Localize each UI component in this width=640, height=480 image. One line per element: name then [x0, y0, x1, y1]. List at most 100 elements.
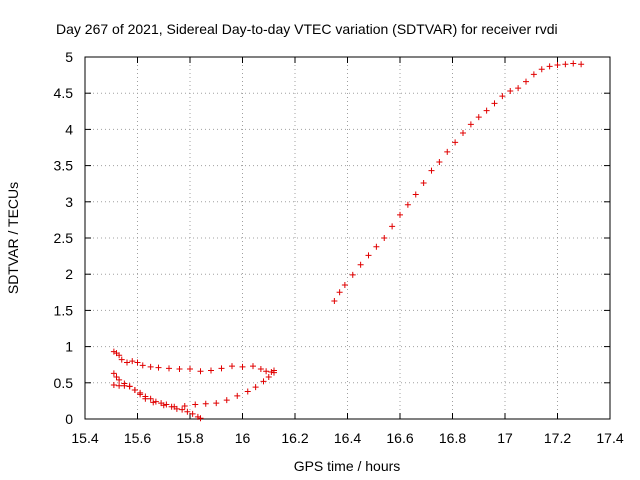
data-point	[223, 397, 230, 404]
x-tick-label: 15.6	[124, 430, 151, 446]
data-point	[187, 366, 193, 373]
data-point	[349, 271, 356, 278]
series-arc-upper	[110, 348, 277, 375]
data-point	[263, 368, 270, 375]
x-tick-label: 17.4	[596, 430, 623, 446]
data-point	[181, 402, 188, 409]
y-tick-label: 2.5	[54, 230, 74, 246]
data-point	[158, 400, 165, 407]
y-tick-label: 0	[65, 411, 73, 427]
data-point	[134, 359, 141, 366]
y-tick-label: 3.5	[54, 158, 74, 174]
data-point	[467, 121, 474, 128]
series-arc-bottom	[110, 381, 204, 422]
data-point	[515, 85, 522, 92]
data-point	[150, 399, 157, 406]
data-point	[118, 356, 125, 363]
x-tick-label: 15.4	[71, 430, 98, 446]
axis-ticks: 15.4 15.6 15.8 16 16.2 16.4 16.6 16.8 17 17.2 17.4…	[54, 49, 624, 446]
data-point	[530, 71, 537, 78]
data-point	[147, 395, 154, 402]
data-point	[208, 367, 214, 374]
data-point	[110, 348, 117, 355]
data-point	[139, 362, 146, 369]
data-point	[491, 100, 498, 107]
data-point	[163, 401, 170, 408]
data-point	[126, 383, 133, 390]
data-point	[373, 243, 380, 250]
data-point	[331, 297, 338, 304]
data-point	[436, 158, 443, 165]
x-axis-label: GPS time / hours	[294, 458, 401, 474]
data-point	[129, 358, 136, 365]
data-point	[523, 78, 529, 85]
data-point	[166, 365, 172, 372]
data-point	[179, 406, 186, 413]
x-tick-label: 16	[235, 430, 251, 446]
data-point	[389, 223, 396, 230]
x-tick-label: 17	[497, 430, 513, 446]
data-point	[234, 392, 241, 399]
data-point	[192, 401, 199, 408]
data-point	[116, 352, 123, 359]
data-point	[213, 400, 220, 407]
data-point	[116, 382, 123, 389]
x-tick-label: 15.8	[176, 430, 203, 446]
data-point	[152, 398, 159, 405]
data-point	[137, 389, 144, 396]
data-point	[202, 400, 209, 407]
data-point	[452, 139, 459, 146]
data-point	[244, 388, 251, 395]
x-tick-label: 17.2	[544, 430, 571, 446]
data-point	[475, 114, 482, 121]
data-point	[538, 66, 545, 73]
chart-title: Day 267 of 2021, Sidereal Day-to-day VTE…	[56, 21, 558, 37]
data-point	[229, 363, 235, 370]
data-point	[265, 374, 272, 381]
data-point	[121, 382, 128, 389]
y-tick-label: 4	[65, 121, 73, 137]
data-point	[341, 282, 348, 289]
data-point	[147, 363, 154, 370]
y-tick-label: 3	[65, 194, 73, 210]
data-point	[250, 363, 256, 370]
x-tick-label: 16.2	[281, 430, 308, 446]
data-point	[239, 363, 246, 370]
data-point	[113, 374, 120, 381]
x-tick-label: 16.6	[386, 430, 413, 446]
data-point	[412, 191, 419, 198]
grid	[85, 57, 610, 419]
y-tick-label: 0.5	[54, 375, 74, 391]
data-point	[168, 403, 175, 410]
data-point	[428, 167, 435, 174]
data-point	[194, 413, 201, 420]
data-point	[252, 384, 259, 391]
y-tick-label: 1.5	[54, 302, 74, 318]
data-point	[420, 179, 427, 186]
data-point	[499, 93, 506, 100]
data-point	[483, 107, 490, 114]
y-tick-label: 1	[65, 339, 73, 355]
data-point	[218, 365, 225, 372]
data-point	[110, 381, 117, 388]
data-point	[116, 376, 123, 383]
data-points	[110, 60, 585, 422]
data-point	[404, 201, 411, 208]
data-point	[444, 148, 451, 155]
data-point	[578, 61, 585, 68]
data-point	[176, 366, 183, 373]
data-point	[257, 366, 264, 373]
data-point	[184, 408, 191, 415]
data-point	[124, 359, 130, 366]
data-point	[260, 378, 267, 385]
data-point	[110, 370, 117, 377]
data-point	[131, 387, 138, 394]
data-point	[570, 60, 577, 67]
y-axis-label: SDTVAR / TECUs	[5, 182, 21, 294]
data-point	[155, 364, 162, 371]
data-point	[554, 61, 561, 68]
x-tick-label: 16.8	[439, 430, 466, 446]
data-point	[173, 405, 180, 412]
data-point	[546, 63, 553, 70]
